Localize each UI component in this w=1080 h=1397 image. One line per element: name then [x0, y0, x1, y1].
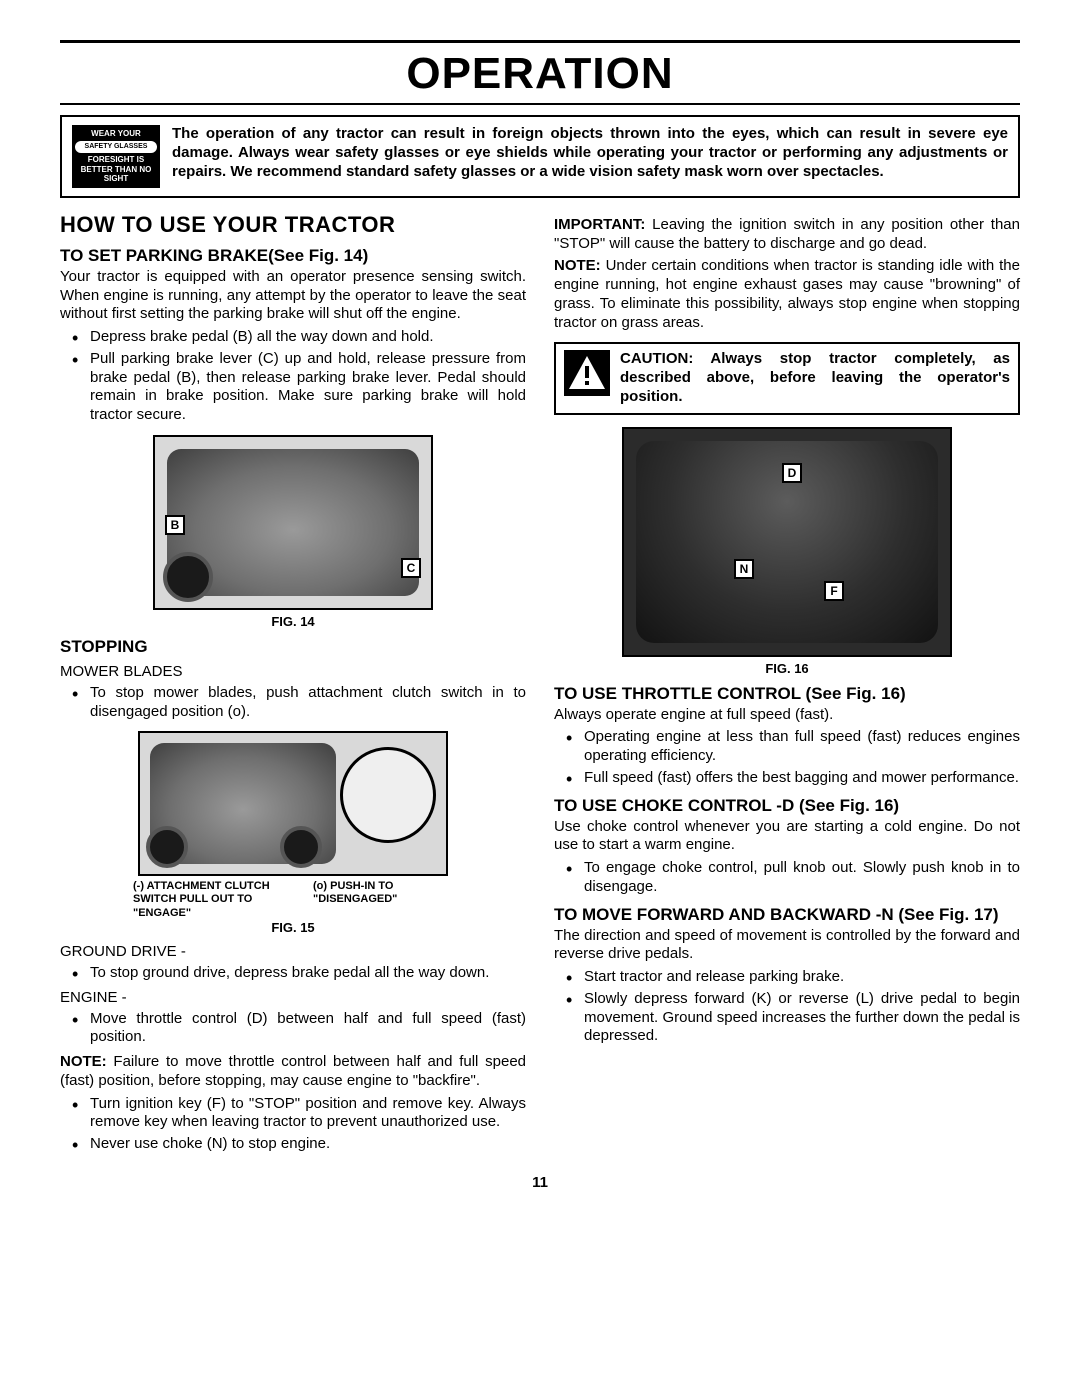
important-label: IMPORTANT: [554, 216, 645, 233]
mower-blades-list: To stop mower blades, push attachment cl… [60, 684, 526, 722]
choke-heading: TO USE CHOKE CONTROL -D (See Fig. 16) [554, 796, 1020, 816]
ground-drive-list: To stop ground drive, depress brake peda… [60, 964, 526, 983]
list-item: Full speed (fast) offers the best baggin… [554, 769, 1020, 788]
throttle-heading: TO USE THROTTLE CONTROL (See Fig. 16) [554, 684, 1020, 704]
fig14-caption: FIG. 14 [60, 614, 526, 629]
note-text: Failure to move throttle control between… [60, 1053, 526, 1089]
list-item: Never use choke (N) to stop engine. [60, 1135, 526, 1154]
backfire-note: NOTE: Failure to move throttle control b… [60, 1053, 526, 1091]
figure-16: D N F [622, 427, 952, 657]
move-list: Start tractor and release parking brake.… [554, 968, 1020, 1046]
badge-line1: WEAR YOUR [75, 129, 157, 139]
badge-line3: FORESIGHT IS BETTER THAN NO SIGHT [75, 155, 157, 184]
left-column: HOW TO USE YOUR TRACTOR TO SET PARKING B… [60, 212, 526, 1160]
safety-warning-text: The operation of any tractor can result … [172, 125, 1008, 181]
list-item: Move throttle control (D) between half a… [60, 1010, 526, 1048]
list-item: Pull parking brake lever (C) up and hold… [60, 350, 526, 425]
callout-c: C [401, 558, 421, 578]
two-column-layout: HOW TO USE YOUR TRACTOR TO SET PARKING B… [60, 212, 1020, 1160]
callout-b: B [165, 515, 185, 535]
figure-14: B C [153, 435, 433, 610]
fig15-caption: FIG. 15 [60, 920, 526, 935]
fig15-right-label: (o) PUSH-IN TO "DISENGAGED" [313, 880, 453, 920]
stopping-heading: STOPPING [60, 637, 526, 657]
wheel-icon [163, 552, 213, 602]
list-item: To stop mower blades, push attachment cl… [60, 684, 526, 722]
figure-15 [138, 731, 448, 876]
throttle-list: Operating engine at less than full speed… [554, 728, 1020, 787]
rule-under-title [60, 103, 1020, 105]
wheel-icon [280, 826, 322, 868]
fig16-caption: FIG. 16 [554, 661, 1020, 676]
safety-glasses-badge: WEAR YOUR SAFETY GLASSES FORESIGHT IS BE… [72, 125, 160, 188]
callout-f: F [824, 581, 844, 601]
badge-line2: SAFETY GLASSES [75, 141, 157, 153]
safety-warning-bar: WEAR YOUR SAFETY GLASSES FORESIGHT IS BE… [60, 115, 1020, 198]
list-item: Start tractor and release parking brake. [554, 968, 1020, 987]
wheel-icon [146, 826, 188, 868]
callout-d: D [782, 463, 802, 483]
list-item: To stop ground drive, depress brake peda… [60, 964, 526, 983]
clutch-detail-circle [340, 747, 436, 843]
parking-brake-intro: Your tractor is equipped with an operato… [60, 268, 526, 324]
browning-note: NOTE: Under certain conditions when trac… [554, 257, 1020, 332]
list-item: Slowly depress forward (K) or reverse (L… [554, 990, 1020, 1046]
parking-brake-list: Depress brake pedal (B) all the way down… [60, 328, 526, 425]
ground-drive-label: GROUND DRIVE - [60, 943, 526, 960]
note-label: NOTE: [554, 257, 601, 274]
caution-text: CAUTION: Always stop tractor completely,… [620, 350, 1010, 406]
throttle-intro: Always operate engine at full speed (fas… [554, 706, 1020, 725]
fig15-labels: (-) ATTACHMENT CLUTCH SWITCH PULL OUT TO… [60, 880, 526, 920]
note-text: Under certain conditions when tractor is… [554, 257, 1020, 330]
caution-box: CAUTION: Always stop tractor completely,… [554, 342, 1020, 414]
warning-triangle-icon [564, 350, 610, 396]
choke-intro: Use choke control whenever you are start… [554, 818, 1020, 856]
important-note: IMPORTANT: Leaving the ignition switch i… [554, 216, 1020, 254]
list-item: To engage choke control, pull knob out. … [554, 859, 1020, 897]
move-heading: TO MOVE FORWARD AND BACKWARD -N (See Fig… [554, 905, 1020, 925]
right-column: IMPORTANT: Leaving the ignition switch i… [554, 212, 1020, 1160]
engine-list: Move throttle control (D) between half a… [60, 1010, 526, 1048]
fig15-left-label: (-) ATTACHMENT CLUTCH SWITCH PULL OUT TO… [133, 880, 273, 920]
page-title: OPERATION [60, 43, 1020, 103]
list-item: Operating engine at less than full speed… [554, 728, 1020, 766]
list-item: Turn ignition key (F) to "STOP" position… [60, 1095, 526, 1133]
mower-blades-label: MOWER BLADES [60, 663, 526, 680]
list-item: Depress brake pedal (B) all the way down… [60, 328, 526, 347]
choke-list: To engage choke control, pull knob out. … [554, 859, 1020, 897]
engine-label: ENGINE - [60, 989, 526, 1006]
note-label: NOTE: [60, 1053, 107, 1070]
parking-brake-heading: TO SET PARKING BRAKE(See Fig. 14) [60, 246, 526, 266]
engine-tail-list: Turn ignition key (F) to "STOP" position… [60, 1095, 526, 1154]
callout-n: N [734, 559, 754, 579]
how-to-use-heading: HOW TO USE YOUR TRACTOR [60, 212, 526, 238]
page-number: 11 [60, 1174, 1020, 1191]
move-intro: The direction and speed of movement is c… [554, 927, 1020, 965]
